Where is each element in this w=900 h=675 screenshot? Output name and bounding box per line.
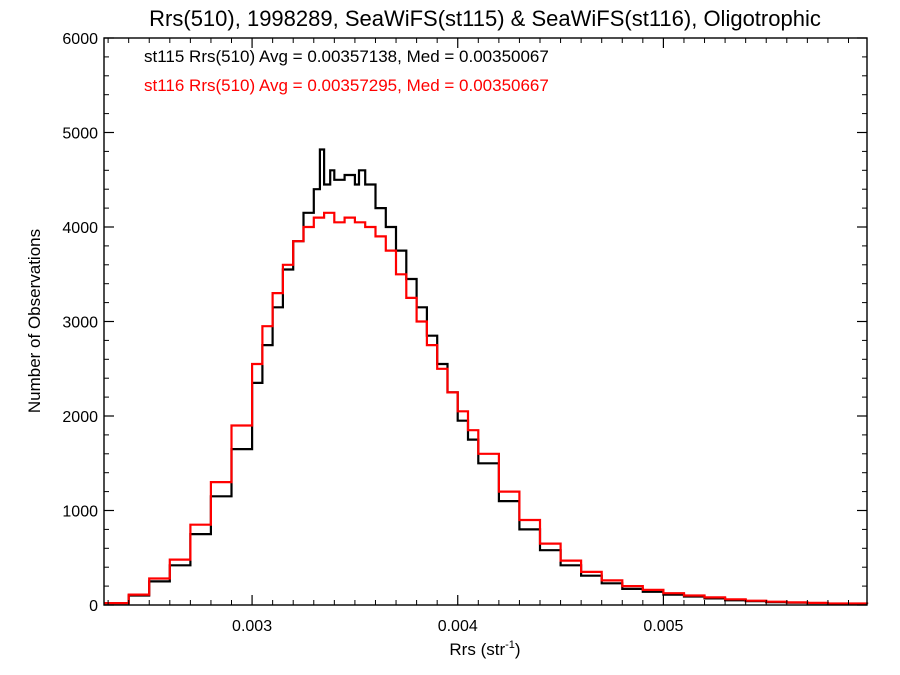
series-line-1 — [104, 148, 869, 605]
x-axis-label-superscript: -1 — [505, 639, 515, 651]
annotations: st115 Rrs(510) Avg = 0.00357138, Med = 0… — [144, 47, 549, 95]
y-tick-label: 5000 — [62, 126, 98, 143]
y-axis: 0 1000 2000 3000 4000 5000 6000 — [62, 31, 867, 615]
series-layer — [104, 148, 869, 605]
x-axis: 0.003 0.004 0.005 — [107, 38, 849, 635]
y-tick-label: 0 — [89, 598, 98, 615]
chart-title: Rrs(510), 1998289, SeaWiFS(st115) & SeaW… — [149, 6, 821, 31]
plot-frame — [103, 37, 868, 606]
x-axis-label: Rrs (str-1) — [449, 639, 520, 659]
y-tick-label: 4000 — [62, 220, 98, 237]
x-axis-label-main: Rrs (str — [449, 640, 505, 659]
series-line-2 — [104, 211, 869, 605]
y-axis-label: Number of Observations — [25, 229, 44, 413]
y-tick-label: 6000 — [62, 31, 98, 48]
y-tick-label: 1000 — [62, 504, 98, 521]
y-tick-label: 2000 — [62, 409, 98, 426]
y-tick-label: 3000 — [62, 315, 98, 332]
x-tick-label: 0.005 — [643, 618, 683, 635]
x-tick-label: 0.003 — [232, 618, 272, 635]
annotation-2: st116 Rrs(510) Avg = 0.00357295, Med = 0… — [144, 76, 549, 95]
x-tick-label: 0.004 — [438, 618, 478, 635]
annotation-1: st115 Rrs(510) Avg = 0.00357138, Med = 0… — [144, 47, 549, 66]
x-axis-label-suffix: ) — [515, 640, 521, 659]
